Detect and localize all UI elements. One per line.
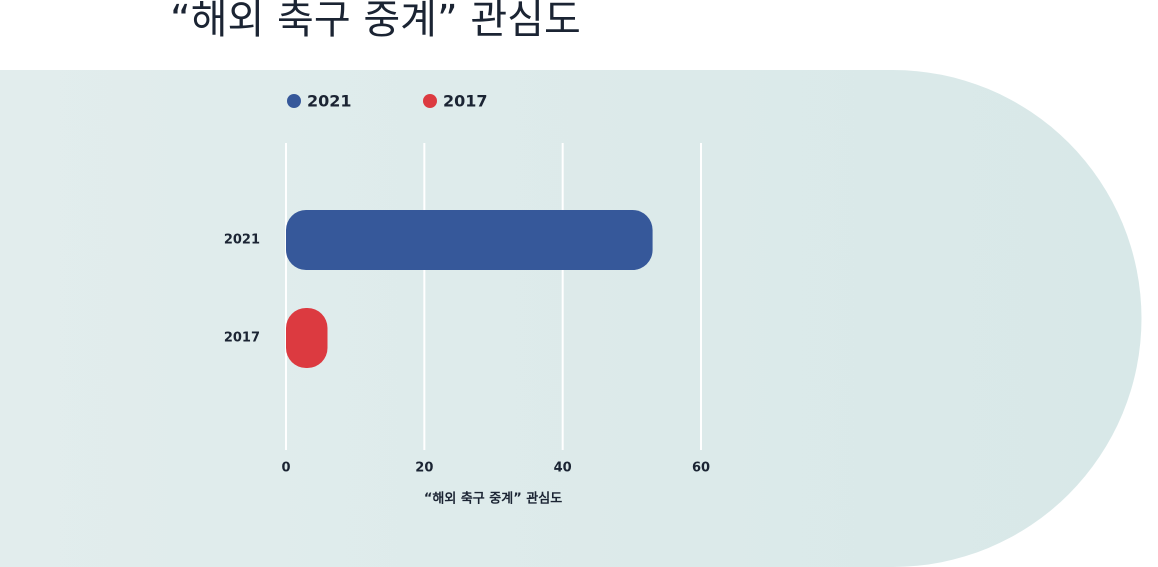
x-tick-label: 0 <box>281 461 290 476</box>
x-tick-label: 60 <box>692 461 710 476</box>
x-tick-label: 20 <box>415 461 433 476</box>
y-tick-label: 2021 <box>224 233 260 248</box>
y-tick-label: 2017 <box>224 331 260 346</box>
legend-swatch <box>423 94 437 108</box>
x-axis-label: “해외 축구 중계” 관심도 <box>424 491 562 507</box>
background-panel <box>0 70 1142 567</box>
chart-title: “해외 축구 중계” 관심도 <box>170 0 581 43</box>
bar <box>286 210 653 270</box>
legend-label: 2021 <box>307 92 352 111</box>
bar <box>286 308 328 368</box>
x-tick-label: 40 <box>554 461 572 476</box>
legend-swatch <box>287 94 301 108</box>
legend-label: 2017 <box>443 92 488 111</box>
